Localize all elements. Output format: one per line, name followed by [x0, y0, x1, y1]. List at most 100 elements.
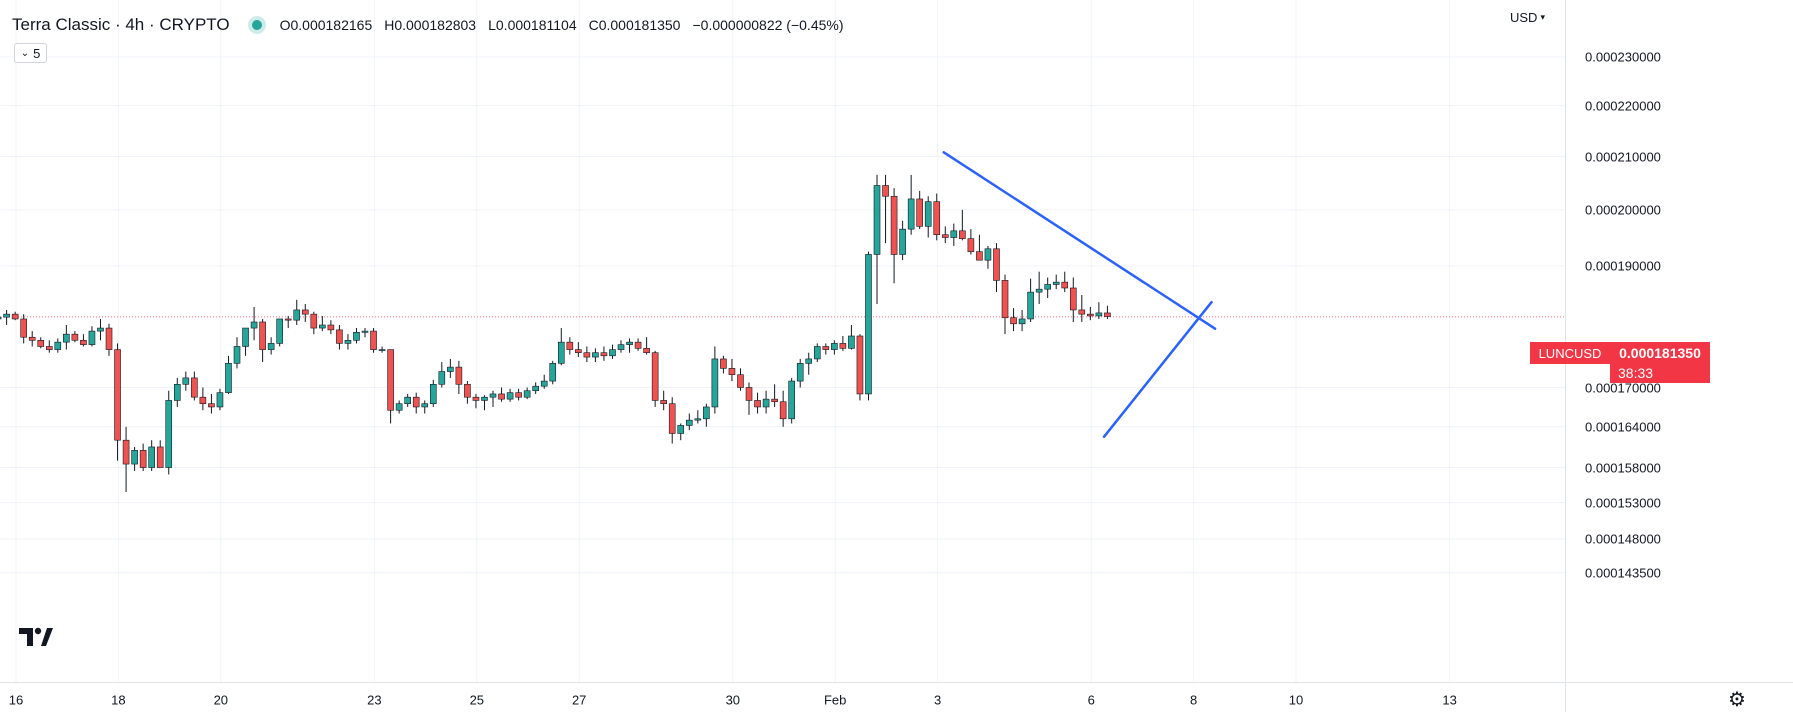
candle-body	[540, 380, 548, 387]
candle-body	[754, 400, 761, 408]
candle-body	[182, 377, 190, 385]
candle-body	[404, 396, 411, 404]
candle-down	[336, 325, 343, 350]
candle-up	[924, 196, 932, 238]
currency-selector[interactable]: USD ▾	[1510, 10, 1545, 25]
candle-up	[677, 423, 685, 441]
price-tick-label: 0.000143500	[1585, 565, 1661, 581]
candle-up	[361, 328, 369, 338]
candle-body	[865, 254, 872, 395]
candle-up	[540, 374, 548, 389]
candle-down	[575, 342, 582, 358]
candle-up	[395, 400, 403, 414]
candle-up	[532, 382, 539, 394]
chart-header: Terra Classic · 4h · CRYPTO O0.000182165…	[12, 14, 844, 36]
candle-body	[472, 396, 480, 401]
candle-up	[293, 299, 301, 326]
candle-body	[11, 313, 19, 320]
candle-up	[131, 446, 138, 471]
time-tick-label: 20	[213, 692, 229, 708]
candle-down	[199, 387, 207, 411]
candle-body	[515, 392, 522, 398]
candle-body	[643, 348, 650, 353]
candle-body	[1061, 281, 1069, 289]
candle-up	[378, 346, 386, 353]
candle-body	[498, 393, 505, 400]
gear-icon[interactable]: ⚙	[1728, 688, 1746, 711]
time-tick-label: 13	[1442, 692, 1457, 708]
candle-down	[993, 243, 1000, 293]
candle-body	[208, 403, 215, 408]
candle-down	[583, 346, 591, 363]
candle-down	[882, 174, 889, 244]
price-tick-label: 0.000164000	[1585, 419, 1661, 435]
time-tick-label: 10	[1288, 692, 1304, 708]
candle-down	[156, 440, 164, 468]
candle-up	[438, 362, 446, 388]
candle-body	[284, 318, 292, 321]
candle-down	[779, 390, 787, 427]
candle-body	[242, 327, 249, 347]
candle-body	[788, 380, 795, 420]
candles	[0, 174, 1111, 493]
candle-body	[523, 390, 531, 398]
candle-body	[301, 309, 309, 315]
candle-up	[233, 337, 241, 369]
candle-down	[976, 234, 983, 261]
candle-up	[1035, 271, 1043, 304]
candle-body	[131, 450, 138, 465]
candle-body	[225, 363, 232, 393]
candle-up	[592, 348, 599, 363]
candle-down	[1010, 308, 1017, 332]
candle-body	[685, 419, 693, 426]
candle-body	[1018, 318, 1026, 325]
candle-body	[1104, 312, 1111, 317]
candle-body	[20, 318, 27, 338]
candle-body	[37, 340, 45, 347]
candle-body	[762, 398, 770, 408]
candle-up	[404, 393, 411, 407]
time-tick-label: 3	[933, 692, 942, 708]
candle-down	[933, 193, 941, 241]
candle-down	[1061, 271, 1069, 293]
candle-body	[464, 383, 471, 398]
candle-up	[421, 400, 429, 414]
candle-body	[950, 230, 958, 238]
candle-up	[549, 360, 557, 385]
currency-label: USD	[1510, 10, 1538, 25]
candle-down	[745, 382, 753, 415]
candle-down	[20, 314, 27, 344]
last-price-tag: 0.000181350	[1610, 342, 1710, 364]
tradingview-logo-icon[interactable]	[16, 622, 54, 652]
symbol-title[interactable]: Terra Classic · 4h · CRYPTO	[12, 15, 230, 34]
open-value: O0.000182165	[279, 17, 373, 33]
price-tick-label: 0.000230000	[1585, 49, 1661, 65]
candle-body	[80, 340, 87, 345]
candle-body	[634, 341, 642, 349]
candle-up	[353, 328, 360, 344]
candle-body	[319, 324, 326, 329]
candle-body	[378, 349, 386, 351]
candle-down	[754, 392, 761, 414]
candle-down	[472, 393, 480, 409]
trendlines[interactable]	[942, 151, 1217, 439]
candle-up	[97, 318, 104, 341]
candle-up	[848, 325, 855, 350]
candle-down	[191, 371, 198, 401]
candle-up	[344, 334, 352, 350]
candle-body	[796, 363, 804, 382]
indicators-toggle-button[interactable]: ⌄ 5	[14, 43, 47, 63]
candle-body	[114, 349, 121, 441]
candle-down	[114, 343, 121, 461]
time-tick-label: 23	[367, 692, 382, 708]
close-value: C0.000181350	[588, 17, 681, 33]
candle-body	[327, 324, 335, 331]
candle-up	[165, 390, 173, 475]
candle-body	[1078, 309, 1086, 315]
candle-down	[37, 337, 45, 349]
candle-up	[481, 395, 488, 411]
candle-body	[822, 346, 830, 350]
